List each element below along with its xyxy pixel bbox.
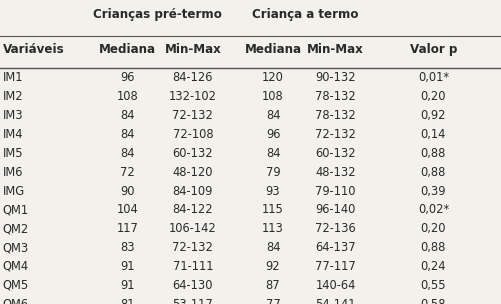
Text: Variáveis: Variáveis (3, 43, 64, 56)
Text: 83: 83 (120, 241, 135, 254)
Text: 84: 84 (266, 241, 280, 254)
Text: 53-117: 53-117 (172, 298, 213, 304)
Text: Mediana: Mediana (244, 43, 302, 56)
Text: 93: 93 (266, 185, 281, 198)
Text: 0,88: 0,88 (421, 147, 446, 160)
Text: 84: 84 (121, 128, 135, 141)
Text: 72-132: 72-132 (172, 109, 213, 122)
Text: 84: 84 (121, 109, 135, 122)
Text: IMG: IMG (3, 185, 25, 198)
Text: 78-132: 78-132 (315, 90, 356, 103)
Text: 48-120: 48-120 (173, 166, 213, 179)
Text: 64-137: 64-137 (315, 241, 356, 254)
Text: 96: 96 (266, 128, 280, 141)
Text: Mediana: Mediana (99, 43, 156, 56)
Text: Min-Max: Min-Max (307, 43, 364, 56)
Text: 84: 84 (266, 109, 280, 122)
Text: 0,20: 0,20 (421, 222, 446, 235)
Text: Min-Max: Min-Max (164, 43, 221, 56)
Text: 0,01*: 0,01* (418, 71, 449, 85)
Text: QM5: QM5 (3, 279, 29, 292)
Text: 72-132: 72-132 (315, 128, 356, 141)
Text: 0,88: 0,88 (421, 241, 446, 254)
Text: 113: 113 (262, 222, 284, 235)
Text: 132-102: 132-102 (169, 90, 217, 103)
Text: QM3: QM3 (3, 241, 29, 254)
Text: 72-132: 72-132 (172, 241, 213, 254)
Text: 104: 104 (117, 203, 139, 216)
Text: 108: 108 (117, 90, 139, 103)
Text: 91: 91 (121, 279, 135, 292)
Text: 71-111: 71-111 (173, 260, 213, 273)
Text: QM4: QM4 (3, 260, 29, 273)
Text: 77: 77 (266, 298, 281, 304)
Text: 84-109: 84-109 (173, 185, 213, 198)
Text: 91: 91 (121, 260, 135, 273)
Text: IM4: IM4 (3, 128, 23, 141)
Text: 79: 79 (266, 166, 281, 179)
Text: QM1: QM1 (3, 203, 29, 216)
Text: 117: 117 (117, 222, 139, 235)
Text: 64-130: 64-130 (173, 279, 213, 292)
Text: 60-132: 60-132 (172, 147, 213, 160)
Text: 0,20: 0,20 (421, 90, 446, 103)
Text: 54-141: 54-141 (316, 298, 356, 304)
Text: 79-110: 79-110 (316, 185, 356, 198)
Text: 60-132: 60-132 (315, 147, 356, 160)
Text: IM3: IM3 (3, 109, 23, 122)
Text: Criança a termo: Criança a termo (253, 8, 359, 21)
Text: 48-132: 48-132 (315, 166, 356, 179)
Text: Crianças pré-termo: Crianças pré-termo (93, 8, 222, 21)
Text: QM6: QM6 (3, 298, 29, 304)
Text: 0,58: 0,58 (421, 298, 446, 304)
Text: 106-142: 106-142 (169, 222, 217, 235)
Text: 0,14: 0,14 (421, 128, 446, 141)
Text: 0,02*: 0,02* (418, 203, 449, 216)
Text: 0,88: 0,88 (421, 166, 446, 179)
Text: 90: 90 (121, 185, 135, 198)
Text: 140-64: 140-64 (316, 279, 356, 292)
Text: IM5: IM5 (3, 147, 23, 160)
Text: 0,55: 0,55 (420, 279, 446, 292)
Text: 72-136: 72-136 (315, 222, 356, 235)
Text: 0,92: 0,92 (421, 109, 446, 122)
Text: 84-122: 84-122 (172, 203, 213, 216)
Text: 84-126: 84-126 (173, 71, 213, 85)
Text: IM6: IM6 (3, 166, 23, 179)
Text: 0,24: 0,24 (421, 260, 446, 273)
Text: 90-132: 90-132 (315, 71, 356, 85)
Text: 77-117: 77-117 (315, 260, 356, 273)
Text: 0,39: 0,39 (421, 185, 446, 198)
Text: 72: 72 (120, 166, 135, 179)
Text: 72-108: 72-108 (172, 128, 213, 141)
Text: QM2: QM2 (3, 222, 29, 235)
Text: 120: 120 (262, 71, 284, 85)
Text: 108: 108 (262, 90, 284, 103)
Text: 81: 81 (121, 298, 135, 304)
Text: Valor p: Valor p (410, 43, 457, 56)
Text: 92: 92 (266, 260, 281, 273)
Text: 96: 96 (121, 71, 135, 85)
Text: IM2: IM2 (3, 90, 23, 103)
Text: 84: 84 (121, 147, 135, 160)
Text: 84: 84 (266, 147, 280, 160)
Text: 78-132: 78-132 (315, 109, 356, 122)
Text: 87: 87 (266, 279, 281, 292)
Text: 115: 115 (262, 203, 284, 216)
Text: 96-140: 96-140 (316, 203, 356, 216)
Text: IM1: IM1 (3, 71, 23, 85)
